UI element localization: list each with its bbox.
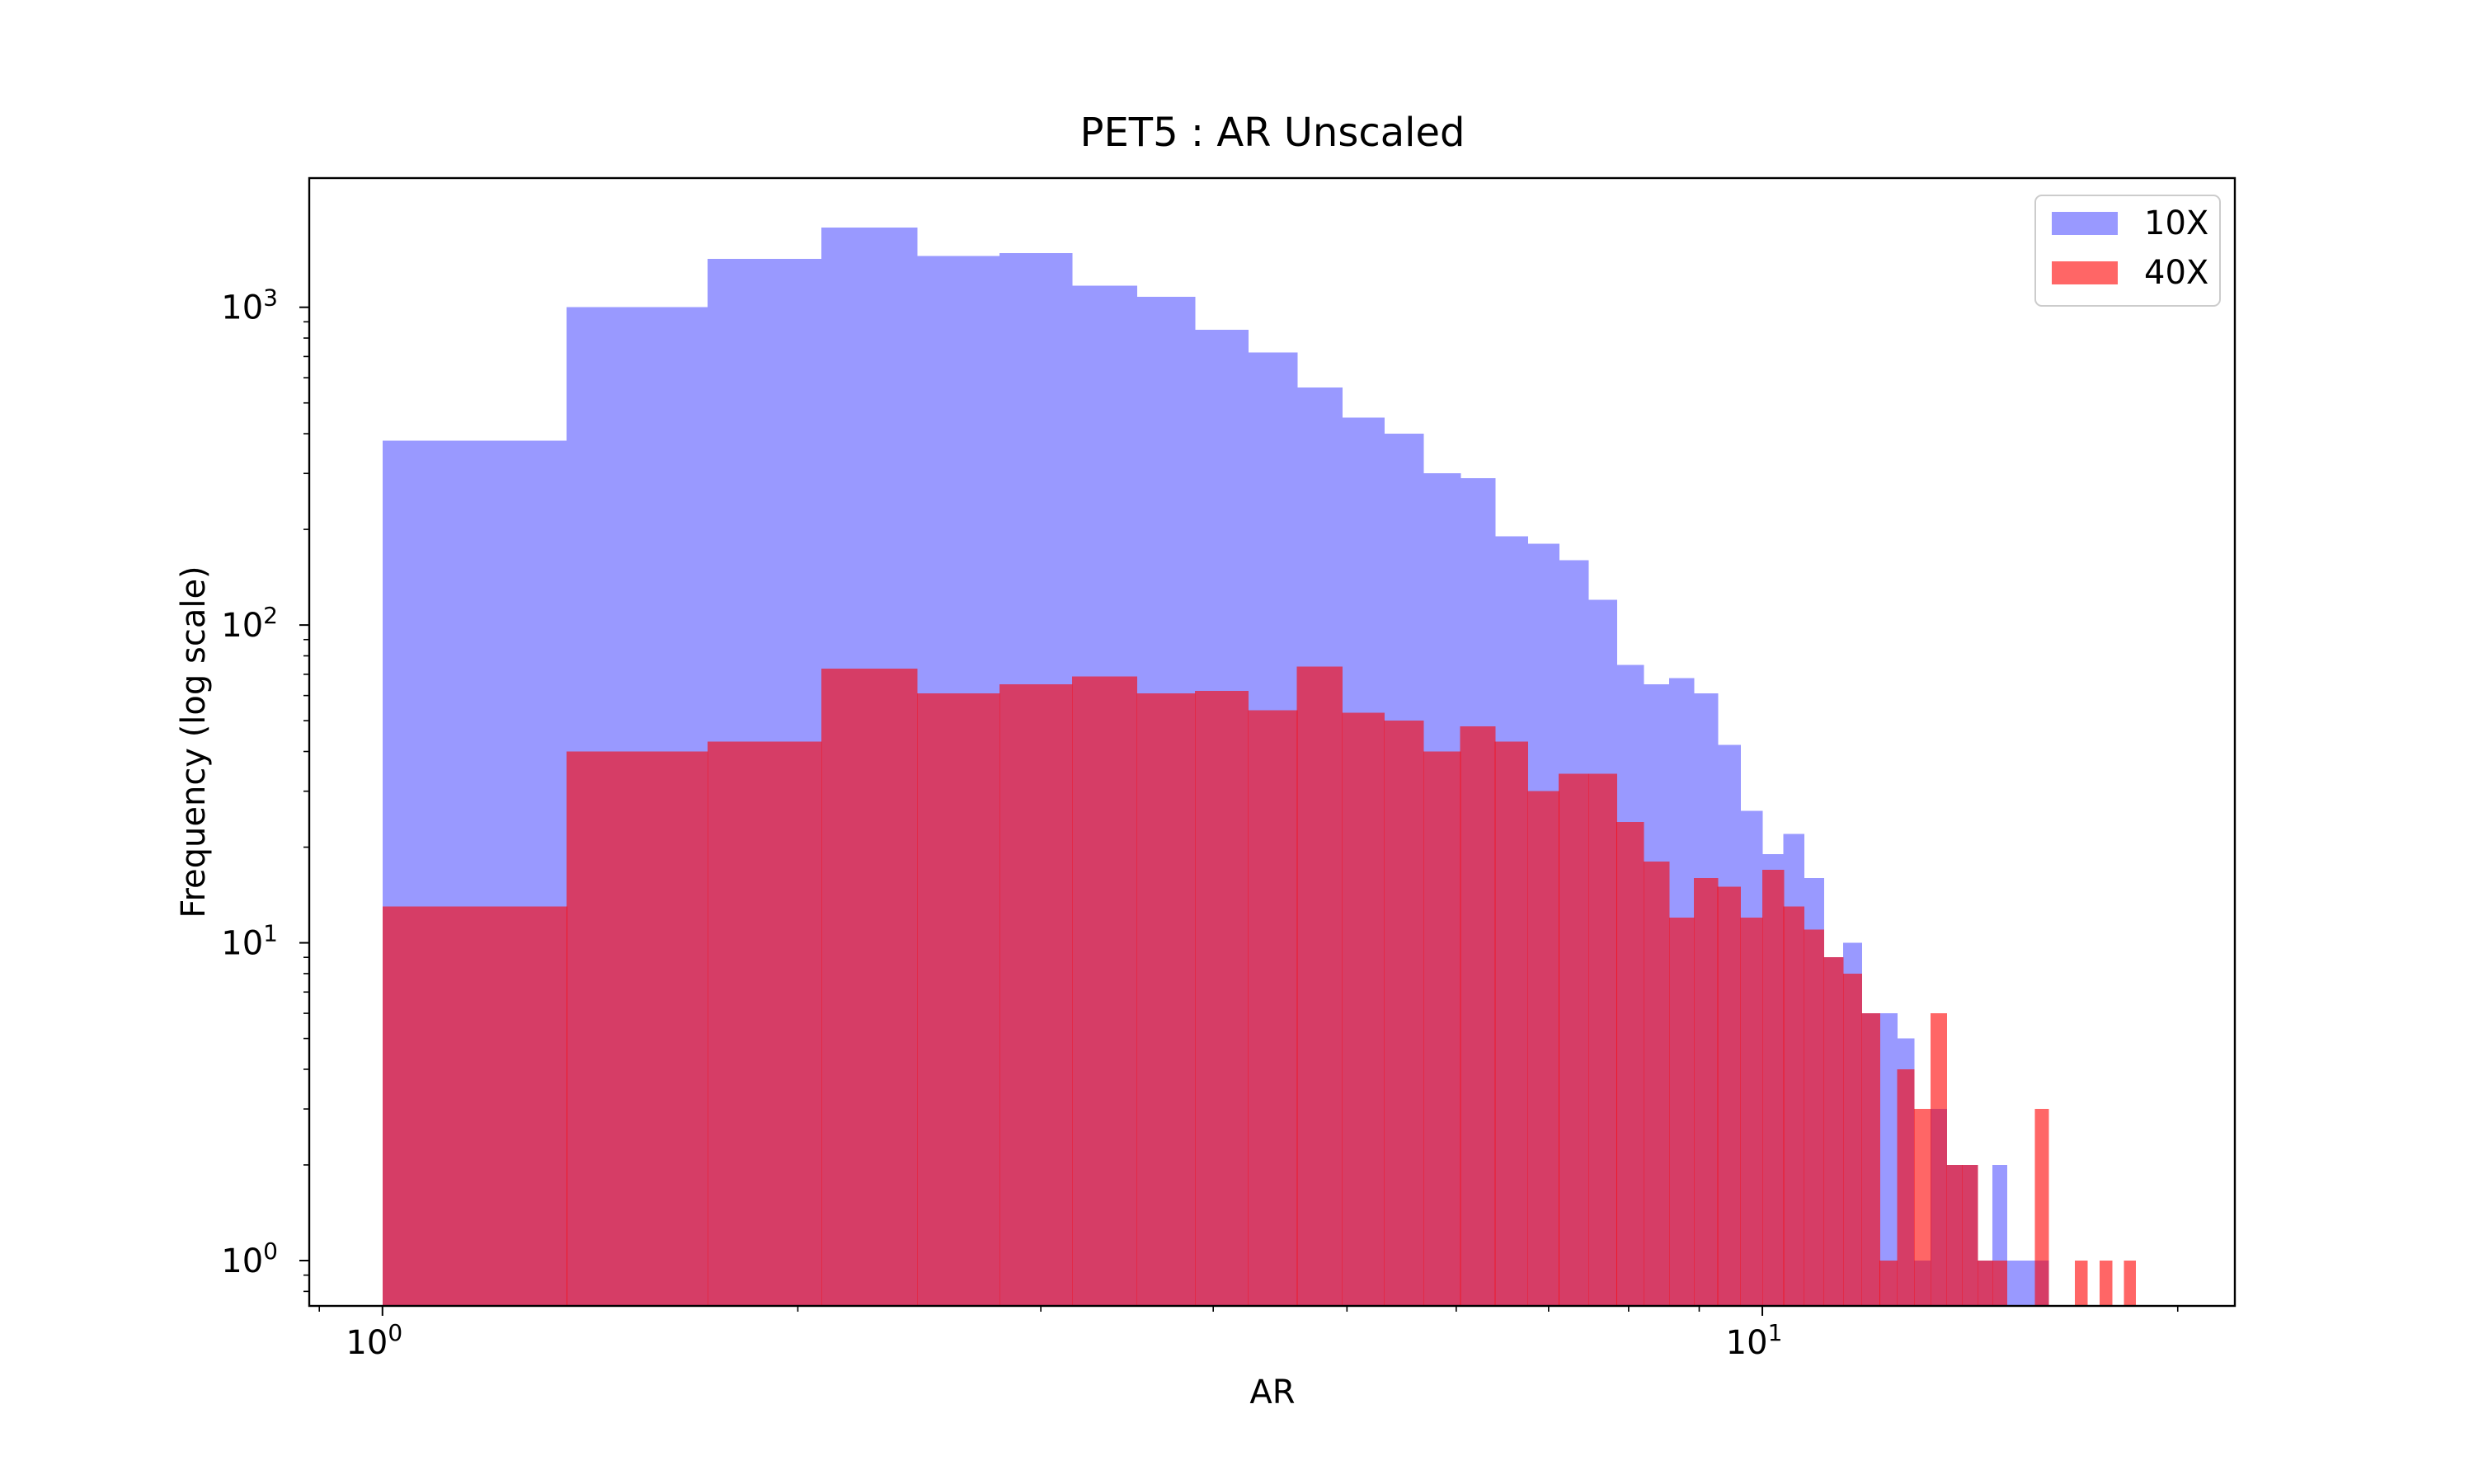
bar-40x (1616, 822, 1644, 1306)
bar-40x (567, 751, 708, 1306)
bar-40x (1930, 1013, 1948, 1306)
bar-40x (2074, 1261, 2088, 1306)
bar-40x (1823, 957, 1844, 1306)
bar-40x (999, 684, 1073, 1306)
bar-40x (1946, 1164, 1964, 1306)
legend-swatch-40x (2052, 261, 2118, 284)
bar-40x (1804, 929, 1825, 1306)
bar-40x (1977, 1261, 1993, 1306)
legend-label-10x: 10X (2144, 204, 2208, 242)
bar-10x (2020, 1261, 2036, 1306)
bar-40x (1879, 1261, 1898, 1306)
bar-40x (916, 693, 1000, 1306)
y-axis-label: Frequency (log scale) (175, 566, 213, 918)
bar-40x (1842, 973, 1862, 1306)
bar-40x (1588, 773, 1617, 1306)
bar-40x (1783, 906, 1805, 1306)
bar-40x (1248, 710, 1298, 1306)
legend-entry-40x: 40X (2052, 254, 2208, 292)
y-tick-label: 103 (221, 284, 278, 327)
bar-40x (707, 741, 822, 1306)
bar-40x (382, 906, 567, 1306)
legend-label-40x: 40X (2144, 254, 2208, 292)
bar-40x (1342, 712, 1385, 1306)
bar-40x (1136, 693, 1196, 1306)
bar-40x (1693, 877, 1719, 1306)
x-axis-label: AR (1249, 1374, 1295, 1411)
bar-40x (821, 668, 918, 1306)
legend-swatch-10x (2052, 212, 2118, 235)
bar-40x (2100, 1261, 2113, 1306)
bar-40x (1669, 918, 1695, 1306)
bar-10x (2006, 1261, 2022, 1306)
bar-10x (1879, 1013, 1898, 1306)
bar-40x (1962, 1164, 1978, 1306)
bar-40x (1717, 886, 1741, 1306)
chart-title: PET5 : AR Unscaled (1080, 110, 1465, 156)
plot-area-frame (308, 176, 2236, 1308)
bar-40x (2034, 1109, 2049, 1306)
bar-40x (1071, 676, 1137, 1306)
bar-40x (1643, 862, 1670, 1306)
bar-40x (1762, 869, 1785, 1306)
series-40x (382, 666, 2137, 1306)
bar-40x (1384, 721, 1424, 1306)
bars-layer (382, 228, 2137, 1307)
bar-40x (1992, 1261, 2008, 1306)
bar-40x (1913, 1109, 1931, 1306)
bar-40x (2124, 1261, 2137, 1306)
bar-40x (1460, 726, 1496, 1306)
bar-40x (1423, 751, 1461, 1306)
bar-40x (1494, 741, 1529, 1306)
legend-entry-10x: 10X (2052, 204, 2208, 242)
bar-40x (1559, 773, 1589, 1306)
bar-40x (1740, 918, 1763, 1306)
legend: 10X 40X (2034, 195, 2221, 307)
bar-40x (1861, 1013, 1880, 1306)
bar-40x (1527, 791, 1559, 1306)
bar-40x (1296, 666, 1343, 1306)
bar-40x (1195, 691, 1249, 1306)
bar-40x (1897, 1068, 1915, 1306)
